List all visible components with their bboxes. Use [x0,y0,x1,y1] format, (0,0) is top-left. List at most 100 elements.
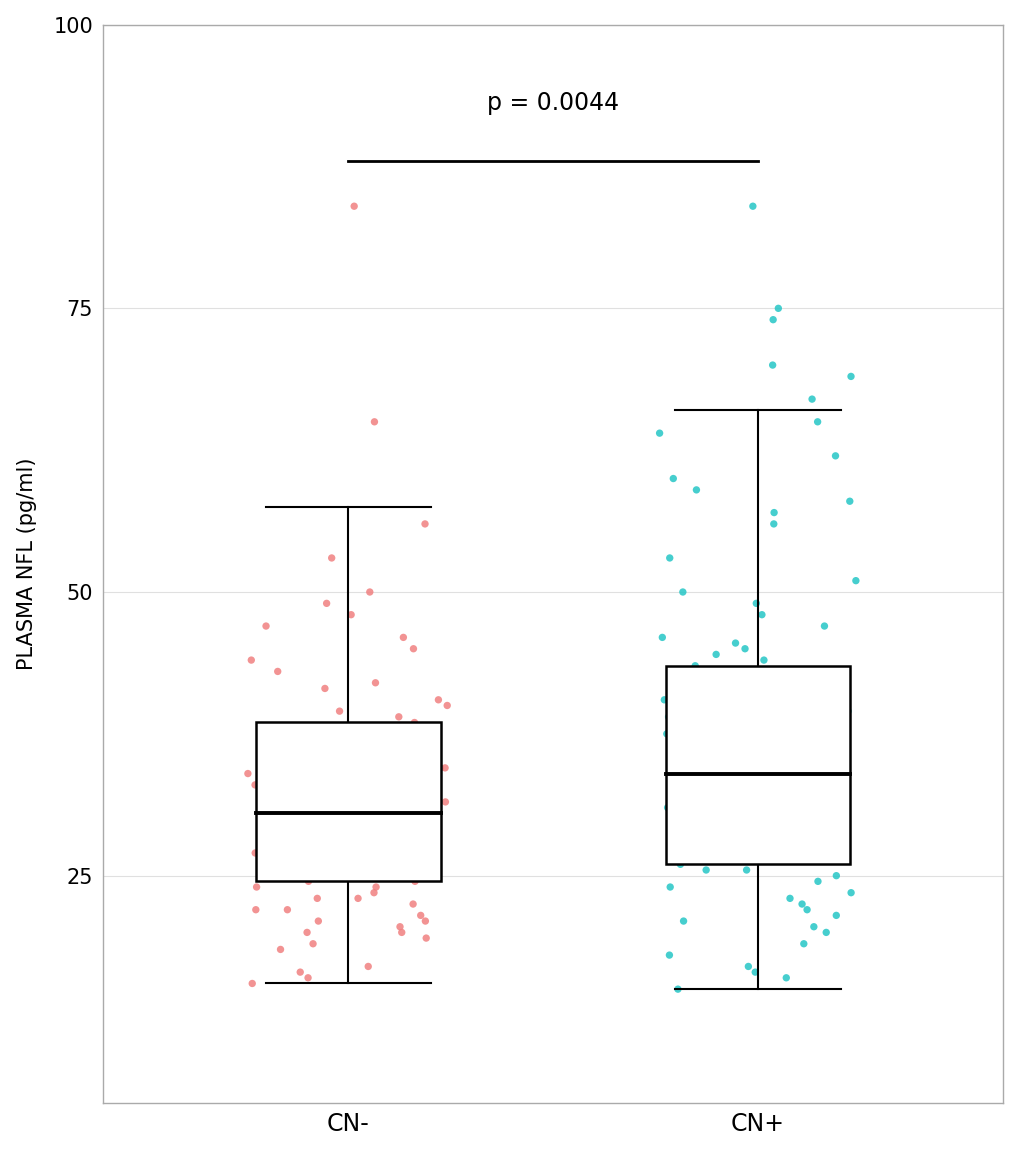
Point [768,741,785,760]
Point [795,935,811,954]
Point [675,912,691,930]
Point [664,782,681,800]
Point [728,770,744,789]
Point [746,747,762,766]
Point [405,640,421,658]
Point [272,940,288,958]
Point [342,827,359,845]
Point [680,844,696,862]
Point [807,668,823,686]
Point [309,889,325,907]
Point [436,759,452,777]
Point [736,640,752,658]
Point [331,702,347,721]
Point [793,770,809,789]
Point [719,838,736,857]
Point [710,759,727,777]
Point [364,821,380,839]
Point [759,736,775,754]
Point [423,844,439,862]
Point [707,646,723,664]
Point [765,504,782,522]
Point [769,299,786,317]
Point [304,850,320,868]
Point [239,764,256,783]
Point [279,730,296,748]
Point [339,770,356,789]
Point [827,866,844,884]
Point [366,883,382,902]
Point [703,736,719,754]
Point [776,679,793,698]
Point [777,969,794,987]
Point [785,793,801,812]
Point [367,673,383,692]
Point [746,963,762,981]
Point [842,883,858,902]
Point [738,861,754,880]
Point [390,708,407,726]
Point [291,963,308,981]
Point [385,782,401,800]
Point [707,809,723,828]
Point [687,656,703,675]
Point [298,787,314,806]
Point [346,753,363,771]
Point [805,918,821,936]
Point [394,628,411,647]
Point [417,912,433,930]
Point [244,974,260,993]
Point [326,856,342,874]
Point [764,310,781,329]
Point [827,906,844,925]
Point [697,861,713,880]
Point [392,736,409,754]
Point [653,628,669,647]
Point [273,741,289,760]
Point [692,850,708,868]
Point [815,617,832,635]
Point [358,764,374,783]
Point [323,549,339,567]
Point [328,815,344,834]
Point [793,895,809,913]
Point [300,861,316,880]
Point [298,815,314,834]
Point [733,782,749,800]
Point [708,759,725,777]
Point [809,413,825,431]
Point [661,549,678,567]
Point [318,594,334,612]
Point [661,877,678,896]
Point [300,872,316,890]
Point [437,793,453,812]
Point [677,787,693,806]
Point [247,844,263,862]
Point [747,594,763,612]
Point [391,918,408,936]
Point [780,730,796,748]
Point [817,924,834,942]
Point [383,793,399,812]
Point [842,367,858,385]
Point [303,736,319,754]
Point [660,945,677,964]
Point [407,872,423,890]
Point [432,759,448,777]
Point [303,866,319,884]
Point [370,832,386,851]
Point [405,895,421,913]
Point [299,924,315,942]
Point [252,804,268,822]
Point [377,753,393,771]
Point [344,724,361,743]
Point [679,793,695,812]
Point [317,679,333,698]
Point [269,662,285,680]
Point [753,605,769,624]
Point [740,957,756,975]
Point [763,356,780,375]
Point [659,798,676,816]
Point [342,770,359,789]
Point [350,889,366,907]
